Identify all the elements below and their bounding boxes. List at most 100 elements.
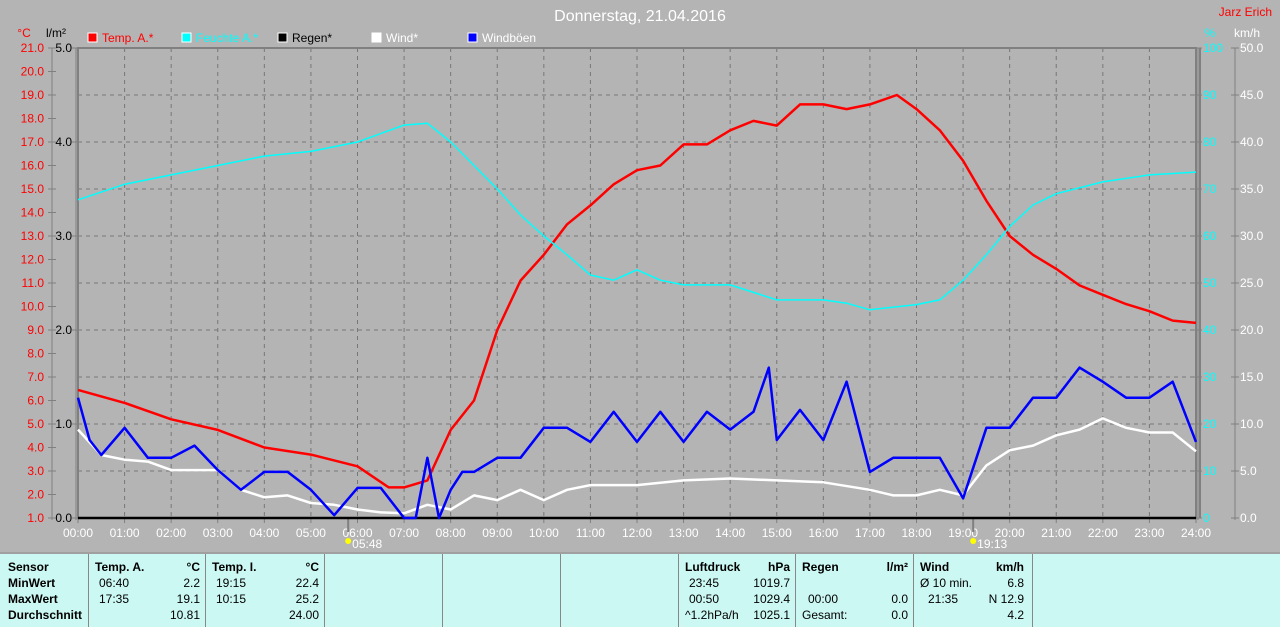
series-wind xyxy=(77,417,1197,515)
x-tick-label: 18:00 xyxy=(901,526,931,540)
x-tick-label: 16:00 xyxy=(808,526,838,540)
max-value: N 12.9 xyxy=(988,592,1024,606)
temp-tick-label: 1.0 xyxy=(27,511,44,525)
temp-tick-label: 12.0 xyxy=(21,253,45,267)
x-tick-label: 12:00 xyxy=(622,526,652,540)
rain-tick-label: 3.0 xyxy=(55,229,72,243)
max-time: 10:15 xyxy=(216,592,247,606)
x-tick-label: 09:00 xyxy=(482,526,512,540)
row-header-sensor: Sensor xyxy=(8,560,49,574)
col-unit: hPa xyxy=(767,560,790,574)
col-title: Temp. I. xyxy=(212,560,257,574)
chart-title: Donnerstag, 21.04.2016 xyxy=(554,8,726,25)
x-tick-label: 19:00 xyxy=(948,526,978,540)
temp-tick-label: 9.0 xyxy=(27,323,44,337)
col-unit: °C xyxy=(186,560,200,574)
humidity-tick-label: 20 xyxy=(1203,417,1217,431)
humidity-tick-label: 60 xyxy=(1203,229,1217,243)
temp-tick-label: 15.0 xyxy=(21,182,45,196)
x-tick-label: 10:00 xyxy=(529,526,559,540)
temp-tick-label: 6.0 xyxy=(27,394,44,408)
x-tick-label: 08:00 xyxy=(436,526,466,540)
current-value: 1025.1 xyxy=(753,608,790,622)
temp-tick-label: 17.0 xyxy=(21,135,45,149)
temp-tick-label: 5.0 xyxy=(27,417,44,431)
rain-tick-label: 2.0 xyxy=(55,323,72,337)
humidity-tick-label: 10 xyxy=(1203,464,1217,478)
x-tick-label: 13:00 xyxy=(669,526,699,540)
x-tick-label: 03:00 xyxy=(203,526,233,540)
col-empty xyxy=(560,554,679,627)
sunrise-sun-icon xyxy=(345,538,352,544)
temp-tick-label: 11.0 xyxy=(22,276,45,290)
wind-tick-label: 15.0 xyxy=(1240,370,1264,384)
humidity-tick-label: 30 xyxy=(1203,370,1217,384)
x-tick-label: 14:00 xyxy=(715,526,745,540)
col-title: Wind xyxy=(920,560,950,574)
author-label: Jarz Erich xyxy=(1219,5,1272,19)
legend-label: Wind* xyxy=(386,31,418,45)
temp-tick-label: 21.0 xyxy=(21,41,45,55)
temp-tick-label: 20.0 xyxy=(21,65,45,79)
col-unit: km/h xyxy=(995,560,1024,574)
total-label: Gesamt: xyxy=(802,608,848,622)
wind-tick-label: 45.0 xyxy=(1240,88,1264,102)
total-value: 0.0 xyxy=(891,608,908,622)
max-value: 19.1 xyxy=(176,592,200,606)
temp-tick-label: 16.0 xyxy=(21,159,45,173)
temp-tick-label: 19.0 xyxy=(21,88,45,102)
legend-swatch xyxy=(277,32,288,43)
x-tick-label: 04:00 xyxy=(249,526,279,540)
avg-label: Ø 10 min. xyxy=(920,576,973,590)
weather-chart: Donnerstag, 21.04.2016 Jarz Erich 21.0 20.0… xyxy=(17,5,1272,551)
temp-tick-label: 10.0 xyxy=(21,300,45,314)
temp-unit: °C xyxy=(17,26,31,40)
temp-tick-label: 14.0 xyxy=(21,206,45,220)
row-header-max: MaxWert xyxy=(8,592,58,606)
col-title: Temp. A. xyxy=(95,560,145,574)
humidity-tick-label: 0 xyxy=(1203,511,1210,525)
min-value: 22.4 xyxy=(295,576,319,590)
legend-swatch xyxy=(87,32,98,43)
col-unit: l/m² xyxy=(886,560,908,574)
x-tick-label: 23:00 xyxy=(1134,526,1164,540)
sunrise-time: 05:48 xyxy=(352,537,382,551)
wind-tick-label: 25.0 xyxy=(1240,276,1264,290)
rain-tick-label: 4.0 xyxy=(55,135,72,149)
legend-swatch xyxy=(371,32,382,43)
x-tick-label: 20:00 xyxy=(995,526,1025,540)
x-tick-label: 06:00 xyxy=(342,526,372,540)
legend-swatch xyxy=(467,32,478,43)
temp-tick-label: 13.0 xyxy=(21,229,45,243)
x-tick-label: 15:00 xyxy=(762,526,792,540)
humidity-tick-label: 40 xyxy=(1203,323,1217,337)
min-time: 19:15 xyxy=(216,576,247,590)
legend-label: Feuchte A.* xyxy=(196,31,258,45)
row-header-avg: Durchschnitt xyxy=(8,608,83,622)
current-value: 4.2 xyxy=(1007,608,1024,622)
avg-value: 6.8 xyxy=(1007,576,1024,590)
wind-tick-label: 5.0 xyxy=(1240,464,1257,478)
max-value: 0.0 xyxy=(891,592,908,606)
stats-table: Sensor MinWert MaxWert Durchschnitt Temp… xyxy=(0,552,1280,627)
max-time: 00:50 xyxy=(689,592,720,606)
x-tick-label: 22:00 xyxy=(1088,526,1118,540)
humidity-tick-label: 100 xyxy=(1203,41,1223,55)
wind-tick-label: 50.0 xyxy=(1240,41,1264,55)
min-value: 2.2 xyxy=(183,576,200,590)
temp-tick-label: 7.0 xyxy=(27,370,44,384)
rain-unit: l/m² xyxy=(46,26,66,40)
avg-value: 10.81 xyxy=(169,608,200,622)
col-pressure: Luftdruck hPa 23:45 1019.7 00:50 1029.4 … xyxy=(678,554,796,627)
trend-label: ^1.2hPa/h xyxy=(685,608,739,622)
x-tick-label: 07:00 xyxy=(389,526,419,540)
humidity-tick-label: 70 xyxy=(1203,182,1217,196)
legend-swatch xyxy=(181,32,192,43)
wind-tick-label: 30.0 xyxy=(1240,229,1264,243)
max-time: 17:35 xyxy=(99,592,130,606)
wind-tick-label: 20.0 xyxy=(1240,323,1264,337)
temp-tick-label: 8.0 xyxy=(27,347,44,361)
row-header-min: MinWert xyxy=(8,576,56,590)
rain-tick-label: 0.0 xyxy=(55,511,72,525)
legend-label: Regen* xyxy=(292,31,332,45)
